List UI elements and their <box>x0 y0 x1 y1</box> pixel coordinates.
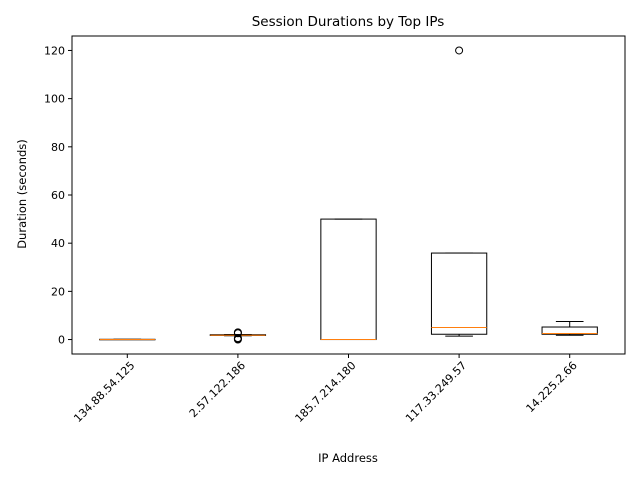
x-tick-label-2-57-122-186: 2.57.122.186 <box>187 359 248 420</box>
outlier-point-2-57-122-186 <box>233 334 242 343</box>
y-tick-label: 20 <box>51 285 65 298</box>
y-tick-label: 60 <box>51 189 65 202</box>
y-tick-label: 0 <box>58 334 65 347</box>
x-tick-label-14-225-2-66: 14.225.2.66 <box>524 359 580 415</box>
y-tick-label: 40 <box>51 237 65 250</box>
chart-title: Session Durations by Top IPs <box>252 14 445 30</box>
plot-frame <box>71 35 626 355</box>
x-tick-label-117-33-249-57: 117.33.249.57 <box>403 359 469 425</box>
outlier-point-2-57-122-186 <box>233 328 242 337</box>
x-axis-label: IP Address <box>318 451 378 465</box>
x-tick-label-185-7-214-180: 185.7.214.180 <box>293 359 359 425</box>
box-117-33-249-57 <box>430 252 488 335</box>
plot-area: 0 20 40 60 80 100 120 134.88.54.125 2.57.122.186… <box>44 44 598 425</box>
y-axis-label: Duration (seconds) <box>15 139 29 249</box>
y-tick-label: 120 <box>44 44 65 57</box>
box-185-7-214-180 <box>320 218 377 341</box>
x-tick-label-134-88-54-125: 134.88.54.125 <box>71 359 137 425</box>
outlier-point-117-33-249-57 <box>455 46 464 55</box>
box-14-225-2-66 <box>541 326 598 335</box>
y-tick-label: 80 <box>51 141 65 154</box>
y-tick-label: 100 <box>44 93 65 106</box>
